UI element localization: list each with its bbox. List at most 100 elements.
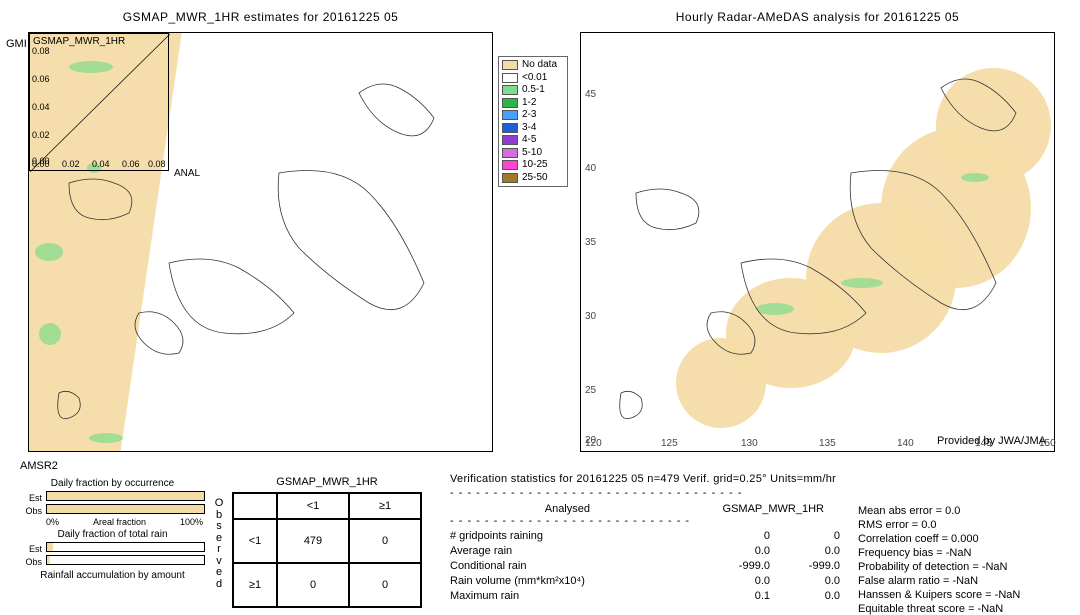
legend-label: No data [522, 59, 557, 72]
verif-stat: Frequency bias = -NaN [858, 547, 1070, 559]
legend-swatch [502, 123, 518, 133]
legend-row: 1-2 [502, 97, 564, 110]
legend-label: 2-3 [522, 109, 536, 122]
verif-row-estimate: 0 [770, 530, 840, 542]
provided-by: Provided by JWA/JMA [937, 435, 1046, 447]
legend-swatch [502, 73, 518, 83]
legend-row: 5-10 [502, 147, 564, 160]
xtick: 125 [661, 438, 678, 449]
verification-block: Verification statistics for 20161225 05 … [450, 473, 1070, 615]
verif-stat: Correlation coeff = 0.000 [858, 533, 1070, 545]
verif-stat: RMS error = 0.0 [858, 519, 1070, 531]
legend-swatch [502, 135, 518, 145]
verif-stat-list: Mean abs error = 0.0 RMS error = 0.0 Corre… [858, 503, 1070, 615]
ct-c10: 0 [277, 563, 349, 607]
legend-swatch [502, 98, 518, 108]
verif-row: Maximum rain0.10.0 [450, 590, 840, 602]
left-map-title: GSMAP_MWR_1HR estimates for 20161225 05 [28, 10, 493, 24]
ct-c11: 0 [349, 563, 421, 607]
verif-stat: Hanssen & Kuipers score = -NaN [858, 589, 1070, 601]
legend-label: 4-5 [522, 134, 536, 147]
verif-row-estimate: 0.0 [770, 575, 840, 587]
legend-swatch [502, 148, 518, 158]
verif-row: # gridpoints raining00 [450, 530, 840, 542]
observed-letter: s [213, 521, 225, 533]
verif-stat: Probability of detection = -NaN [858, 561, 1070, 573]
axis-mid: Areal fraction [93, 517, 146, 527]
axis-lo: 0% [46, 517, 59, 527]
observed-letter: O [213, 498, 225, 510]
right-map-panel: 120 125 130 135 140 145 150 45 40 35 30 … [580, 32, 1055, 452]
verif-dash: - - - - - - - - - - - - - - - - - - - - … [450, 487, 1070, 499]
amsr2-label: AMSR2 [20, 460, 58, 472]
ct-c01: 0 [349, 519, 421, 563]
legend-row: 2-3 [502, 109, 564, 122]
ct-col-ge: ≥1 [349, 493, 421, 519]
verif-col-est: GSMAP_MWR_1HR [710, 503, 840, 515]
accum-title: Rainfall accumulation by amount [20, 570, 205, 581]
legend-label: 3-4 [522, 122, 536, 135]
contingency-table-wrap: GSMAP_MWR_1HR <1 ≥1 <1 479 0 ≥1 0 0 [232, 476, 422, 608]
legend-row: 3-4 [502, 122, 564, 135]
colorbar-legend: No data<0.010.5-11-22-33-44-55-1010-2525… [498, 56, 568, 187]
ytick: 20 [585, 435, 596, 446]
xtick: 140 [897, 438, 914, 449]
observed-vertical-label: Observed [213, 498, 225, 590]
coastline-right [581, 33, 1056, 453]
observed-letter: d [213, 579, 225, 591]
verif-stat: Mean abs error = 0.0 [858, 505, 1070, 517]
inset-diagonal [30, 34, 170, 172]
verif-row-analysed: 0.0 [700, 575, 770, 587]
verif-row-analysed: 0.0 [700, 545, 770, 557]
ytick: 25 [585, 385, 596, 396]
verif-row-analysed: 0 [700, 530, 770, 542]
verif-row-label: Maximum rain [450, 590, 700, 602]
verif-stat: False alarm ratio = -NaN [858, 575, 1070, 587]
ytick: 40 [585, 163, 596, 174]
daily-fraction-block: Daily fraction by occurrence Est Obs 0% … [20, 476, 205, 583]
verif-row-label: Rain volume (mm*km²x10⁴) [450, 575, 700, 587]
right-map-title: Hourly Radar-AMeDAS analysis for 2016122… [580, 10, 1055, 24]
legend-swatch [502, 110, 518, 120]
verif-table: Analysed GSMAP_MWR_1HR - - - - - - - - -… [450, 503, 840, 615]
contingency-title: GSMAP_MWR_1HR [232, 476, 422, 488]
legend-label: 0.5-1 [522, 84, 545, 97]
verif-row-label: Average rain [450, 545, 700, 557]
verif-row-analysed: -999.0 [700, 560, 770, 572]
gmi-label: GMI [6, 38, 27, 50]
legend-row: 4-5 [502, 134, 564, 147]
verif-dash2: - - - - - - - - - - - - - - - - - - - - … [450, 515, 840, 527]
obs-label: Obs [20, 506, 42, 516]
verif-stat: Equitable threat score = -NaN [858, 603, 1070, 615]
xtick: 135 [819, 438, 836, 449]
legend-swatch [502, 160, 518, 170]
legend-swatch [502, 173, 518, 183]
est-label2: Est [20, 544, 42, 554]
verif-row: Average rain0.00.0 [450, 545, 840, 557]
legend-label: 1-2 [522, 97, 536, 110]
legend-row: <0.01 [502, 72, 564, 85]
legend-label: 10-25 [522, 159, 548, 172]
verif-header: Verification statistics for 20161225 05 … [450, 473, 1070, 485]
ct-c00: 479 [277, 519, 349, 563]
xtick: 130 [741, 438, 758, 449]
legend-label: <0.01 [522, 72, 547, 85]
legend-swatch [502, 85, 518, 95]
left-map-panel: GSMAP_MWR_1HR 0.08 0.06 0.04 0.02 0.00 0… [28, 32, 493, 452]
ytick: 35 [585, 237, 596, 248]
verif-row: Rain volume (mm*km²x10⁴)0.00.0 [450, 575, 840, 587]
legend-label: 5-10 [522, 147, 542, 160]
obs-label2: Obs [20, 557, 42, 567]
legend-label: 25-50 [522, 172, 548, 185]
verif-row-label: # gridpoints raining [450, 530, 700, 542]
total-title: Daily fraction of total rain [20, 529, 205, 540]
verif-row-estimate: 0.0 [770, 590, 840, 602]
occurrence-title: Daily fraction by occurrence [20, 478, 205, 489]
ytick: 45 [585, 89, 596, 100]
anal-label: ANAL [174, 168, 200, 179]
legend-row: 25-50 [502, 172, 564, 185]
ct-col-lt: <1 [277, 493, 349, 519]
legend-swatch [502, 60, 518, 70]
ytick: 30 [585, 311, 596, 322]
inset-scatter-box: GSMAP_MWR_1HR 0.08 0.06 0.04 0.02 0.00 0… [29, 33, 169, 171]
